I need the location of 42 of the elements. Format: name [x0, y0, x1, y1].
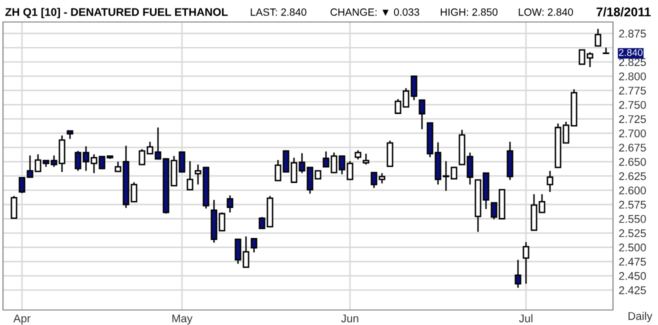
text: LAST: 2.840	[250, 8, 306, 16]
y-tick-label: 2.825	[619, 58, 646, 66]
y-tick-label: 2.475	[619, 258, 646, 266]
x-tick-label: Jun	[341, 314, 358, 322]
y-tick-label: 2.750	[619, 100, 646, 109]
text: Daily	[628, 312, 652, 322]
candlestick	[386, 140, 394, 167]
x-tick-label: May	[172, 314, 192, 325]
y-tick-label: 2.625	[619, 172, 646, 180]
text: 2.840	[619, 49, 643, 56]
candlestick	[226, 194, 234, 214]
candlestick	[362, 153, 370, 166]
candlestick	[250, 238, 258, 254]
chart-title: ZH Q1 [10] - DENATURED FUEL ETHANOL	[5, 8, 228, 18]
y-tick-label: 2.700	[619, 129, 646, 138]
candlestick	[546, 170, 554, 193]
y-tick-label: 2.575	[619, 200, 646, 209]
text: HIGH: 2.850	[440, 8, 498, 16]
y-tick-label: 2.425	[619, 286, 646, 294]
y-tick-label: 2.500	[619, 244, 646, 252]
x-tick-label: Jul	[519, 314, 532, 322]
candlestick	[594, 28, 602, 47]
x-tick-label: Apr	[13, 314, 30, 325]
y-tick-label: 2.725	[619, 115, 646, 124]
y-tick-label: 2.800	[619, 72, 646, 80]
y-tick-label: 2.675	[619, 144, 646, 152]
y-tick-label: 2.450	[619, 272, 646, 280]
text: CHANGE: ▼ 0.033	[330, 8, 420, 16]
candlestick	[418, 99, 426, 130]
text: 7/18/2011	[596, 7, 651, 16]
y-tick-label: 2.600	[619, 186, 646, 194]
candlestick	[514, 259, 522, 288]
y-tick-label: 2.550	[619, 215, 646, 223]
y-tick-label: 2.775	[619, 86, 646, 95]
candlestick	[10, 195, 18, 219]
y-tick-label: 2.650	[619, 158, 646, 166]
y-tick-label: 2.525	[619, 229, 646, 238]
text: LOW: 2.840	[518, 8, 573, 16]
y-tick-label: 2.875	[619, 30, 646, 38]
candlestick	[522, 241, 530, 284]
candlestick	[186, 160, 194, 190]
candlestick	[354, 150, 362, 160]
